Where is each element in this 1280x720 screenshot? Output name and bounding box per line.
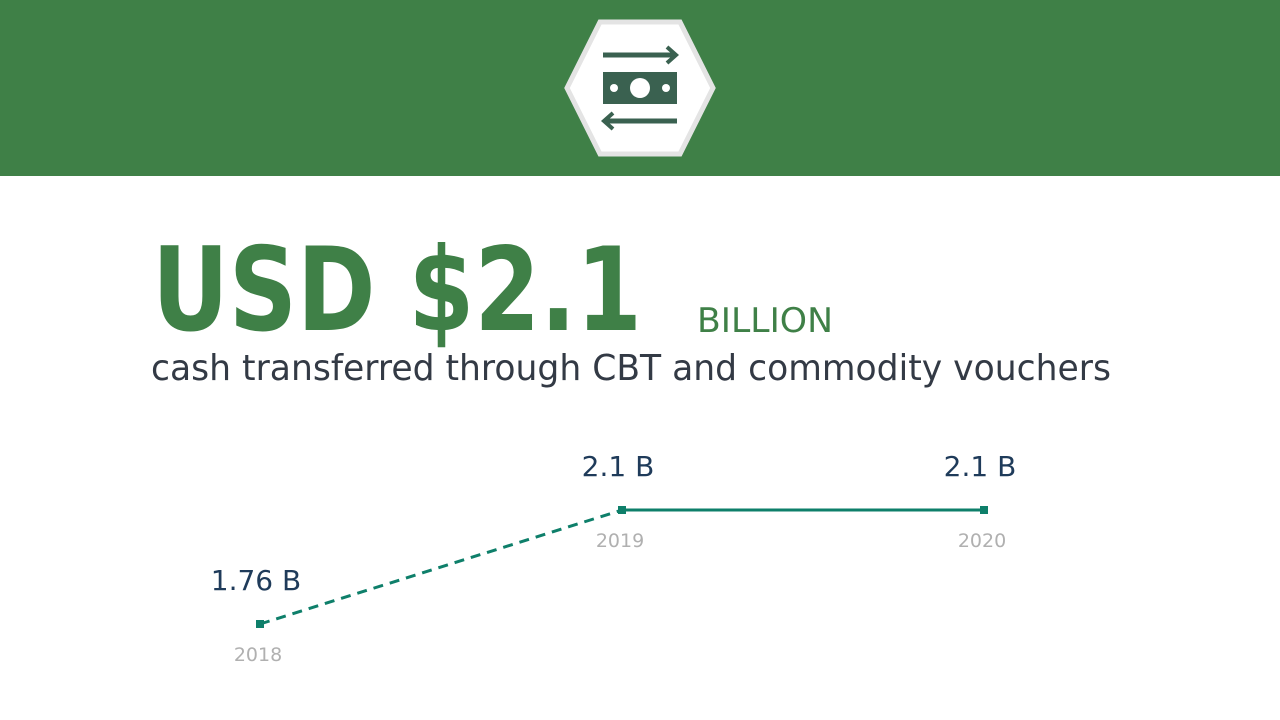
value-label: 2.1 B: [582, 450, 655, 483]
x-tick-label: 2020: [958, 530, 1006, 552]
value-label: 1.76 B: [211, 564, 301, 597]
value-label: 2.1 B: [944, 450, 1017, 483]
line-segment: [259, 508, 623, 626]
headline-amount: USD $2.1: [152, 223, 642, 358]
point-marker: [256, 620, 264, 628]
header-icon: [564, 19, 716, 157]
point-marker: [618, 506, 626, 514]
x-tick-label: 2019: [596, 530, 644, 552]
line-chart: 1.76 B 2018 2.1 B 2019 2.1 B 2020: [211, 450, 1017, 666]
x-tick-label: 2018: [234, 644, 282, 666]
point-marker: [980, 506, 988, 514]
headline-caption: cash transferred through CBT and commodi…: [151, 348, 1111, 389]
headline-unit: BILLION: [697, 301, 833, 341]
